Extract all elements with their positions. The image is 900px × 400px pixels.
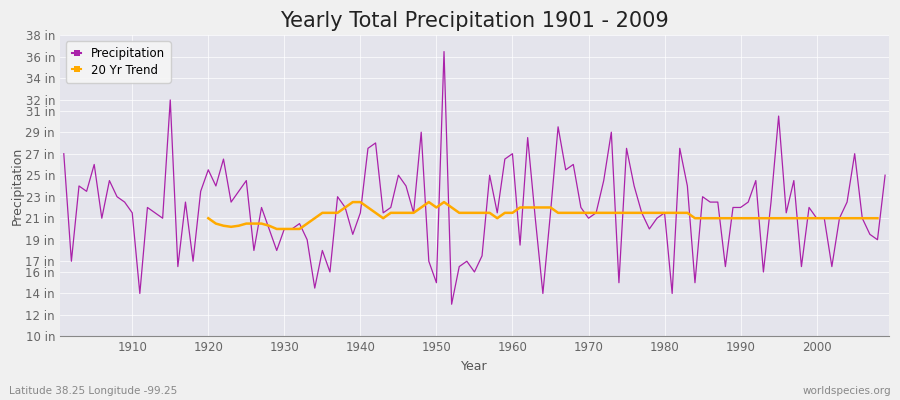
20 Yr Trend <box>271 226 282 231</box>
20 Yr Trend <box>561 210 572 215</box>
Precipitation <box>58 151 69 156</box>
20 Yr Trend <box>872 216 883 221</box>
Precipitation <box>614 280 625 285</box>
20 Yr Trend <box>279 226 290 231</box>
Precipitation <box>286 226 297 231</box>
Title: Yearly Total Precipitation 1901 - 2009: Yearly Total Precipitation 1901 - 2009 <box>280 11 669 31</box>
20 Yr Trend <box>294 226 305 231</box>
20 Yr Trend <box>355 200 365 204</box>
Y-axis label: Precipitation: Precipitation <box>11 147 24 225</box>
20 Yr Trend <box>477 210 488 215</box>
Precipitation <box>879 173 890 178</box>
Line: Precipitation: Precipitation <box>64 52 885 304</box>
Precipitation <box>515 243 526 248</box>
Line: 20 Yr Trend: 20 Yr Trend <box>208 202 878 229</box>
Legend: Precipitation, 20 Yr Trend: Precipitation, 20 Yr Trend <box>66 41 171 83</box>
Precipitation <box>438 49 449 54</box>
Precipitation <box>119 200 130 204</box>
Text: Latitude 38.25 Longitude -99.25: Latitude 38.25 Longitude -99.25 <box>9 386 177 396</box>
Precipitation <box>522 135 533 140</box>
20 Yr Trend <box>811 216 822 221</box>
20 Yr Trend <box>347 200 358 204</box>
X-axis label: Year: Year <box>461 360 488 373</box>
Text: worldspecies.org: worldspecies.org <box>803 386 891 396</box>
Precipitation <box>332 194 343 199</box>
Precipitation <box>446 302 457 307</box>
20 Yr Trend <box>202 216 213 221</box>
